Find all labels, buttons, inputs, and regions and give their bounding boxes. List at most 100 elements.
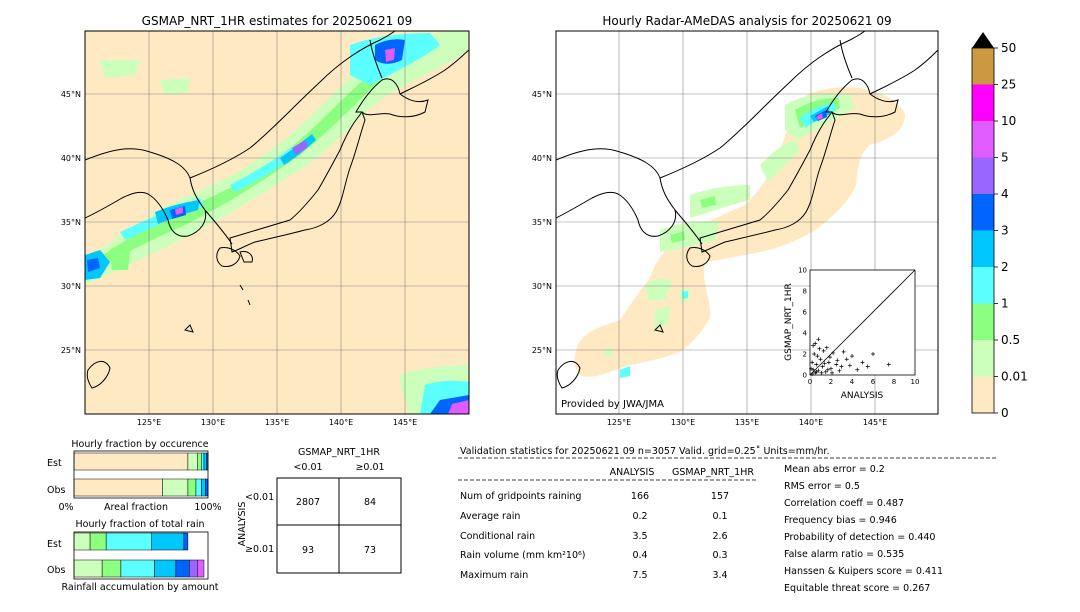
- occurrence-bars: [73, 452, 209, 497]
- scatter-y-tick: 4: [803, 330, 808, 338]
- col-gsmap: GSMAP_NRT_1HR: [672, 467, 754, 478]
- total-xlabel: Rainfall accumulation by amount: [62, 582, 219, 593]
- svg-text:145°E: 145°E: [863, 418, 887, 427]
- colorbar-label: 10: [1001, 114, 1016, 128]
- scatter-x-tick: 6: [871, 378, 876, 386]
- scatter-point: [847, 363, 852, 368]
- contingency-cell-01: 84: [364, 497, 376, 508]
- score-1: RMS error = 0.5: [784, 481, 860, 492]
- scatter-point: [810, 360, 815, 365]
- svg-text:25°N: 25°N: [61, 346, 81, 355]
- colorbar-label: 25: [1001, 78, 1016, 92]
- scatter-point: [814, 362, 819, 367]
- occurrence-frame: [73, 450, 209, 499]
- scatter-point: [860, 360, 865, 365]
- stacked-bar-segment: [105, 532, 152, 551]
- scatter-point: [844, 357, 849, 362]
- occurrence-x-mid: Areal fraction: [104, 502, 168, 513]
- stacked-bar-segment: [120, 559, 155, 578]
- score-4: Probability of detection = 0.440: [784, 532, 935, 543]
- svg-text:130°E: 130°E: [671, 418, 695, 427]
- svg-text:30°N: 30°N: [61, 282, 81, 291]
- colorbar-segment: [972, 340, 994, 377]
- stacked-bar-segment: [154, 559, 177, 578]
- right-map-coastline: [556, 31, 938, 389]
- contingency-table: GSMAP_NRT_1HR <0.01 ≥0.01 ANALYSIS <0.01…: [237, 447, 402, 574]
- total-frame: [73, 531, 209, 580]
- scatter-point: [811, 343, 816, 348]
- score-5: False alarm ratio = 0.535: [784, 549, 904, 560]
- stat-gsmap-2: 2.6: [712, 531, 727, 542]
- scatter-y-tick: 2: [803, 351, 807, 359]
- scatter-point: [813, 341, 818, 346]
- scatter-point: [812, 352, 817, 356]
- contingency-row-1: ≥0.01: [245, 544, 274, 555]
- scatter-point: [824, 345, 829, 350]
- svg-text:145°E: 145°E: [393, 418, 417, 427]
- svg-text:135°E: 135°E: [265, 418, 289, 427]
- contingency-title: GSMAP_NRT_1HR: [298, 447, 380, 458]
- colorbar-segment: [972, 157, 994, 194]
- contingency-col-0: <0.01: [293, 462, 322, 473]
- right-map: Hourly Radar-AMeDAS analysis for 2025062…: [532, 14, 939, 427]
- stacked-bar-segment: [201, 452, 205, 471]
- scatter-x-tick: 8: [892, 378, 896, 386]
- colorbar-labels: 50 25 10 5 4 3 2 1 0.5 0.01 0: [994, 41, 1028, 420]
- colorbar-label: 2: [1001, 260, 1009, 274]
- stat-analysis-3: 0.4: [632, 550, 647, 561]
- score-0: Mean abs error = 0.2: [784, 464, 885, 475]
- stacked-bar-segment: [188, 559, 198, 578]
- scatter-point: [826, 360, 831, 365]
- right-map-frame: [555, 30, 939, 415]
- colorbar-segment: [972, 230, 994, 267]
- scatter-point: [811, 367, 816, 372]
- score-6: Hanssen & Kuipers score = 0.411: [784, 566, 943, 577]
- colorbar-segment: [972, 121, 994, 158]
- left-lat-labels: 45°N 40°N 35°N 30°N 25°N: [61, 90, 81, 355]
- occurrence-row-obs: Obs: [47, 485, 66, 496]
- colorbar-segment: [972, 84, 994, 121]
- stat-label-3: Rain volume (mm km²10⁶): [460, 550, 586, 561]
- left-map: GSMAP_NRT_1HR estimates for 20250621 09: [61, 14, 470, 427]
- right-lat-labels: 45°N 40°N 35°N 30°N 25°N: [532, 90, 552, 355]
- contingency-col-1: ≥0.01: [355, 462, 384, 473]
- colorbar-label: 5: [1001, 151, 1009, 165]
- scatter-ylabel: GSMAP_NRT_1HR: [784, 283, 794, 361]
- fraction-total-title: Hourly fraction of total rain: [76, 519, 205, 530]
- right-map-title: Hourly Radar-AMeDAS analysis for 2025062…: [602, 14, 891, 28]
- svg-text:125°E: 125°E: [607, 418, 631, 427]
- right-lon-labels: 125°E 130°E 135°E 140°E 145°E: [607, 418, 887, 427]
- scatter-x-tick: 4: [850, 378, 855, 386]
- stacked-bar-segment: [197, 452, 202, 471]
- scatter-point: [827, 355, 832, 360]
- stacked-bar-segment: [183, 532, 189, 551]
- scatter-point: [816, 368, 821, 373]
- scatter-point: [817, 346, 822, 351]
- scatter-point: [850, 354, 854, 359]
- score-7: Equitable threat score = 0.267: [784, 583, 930, 594]
- stat-analysis-0: 166: [631, 491, 649, 502]
- scatter-point: [871, 352, 875, 356]
- stacked-bar-segment: [205, 478, 209, 497]
- left-map-coastline: [85, 31, 469, 389]
- scatter-point: [841, 349, 846, 354]
- svg-text:140°E: 140°E: [799, 418, 823, 427]
- contingency-cell-00: 2807: [296, 497, 320, 508]
- scatter-point: [865, 364, 870, 369]
- scatter-point: [835, 358, 840, 363]
- total-row-obs: Obs: [47, 565, 66, 576]
- total-row-est: Est: [47, 539, 62, 550]
- stacked-bar-segment: [203, 452, 207, 471]
- svg-text:45°N: 45°N: [532, 90, 552, 99]
- validation-stats: Validation statistics for 20250621 09 n=…: [458, 446, 996, 594]
- scatter-point: [816, 337, 821, 342]
- stacked-bar-segment: [162, 478, 189, 497]
- stat-gsmap-4: 3.4: [712, 570, 727, 581]
- scatter-point: [825, 367, 830, 372]
- scatter-point: [809, 366, 814, 371]
- scatter-x-tick: 0: [808, 378, 812, 386]
- scatter-point: [810, 371, 815, 376]
- scatter-point: [818, 357, 823, 362]
- svg-text:40°N: 40°N: [61, 154, 81, 163]
